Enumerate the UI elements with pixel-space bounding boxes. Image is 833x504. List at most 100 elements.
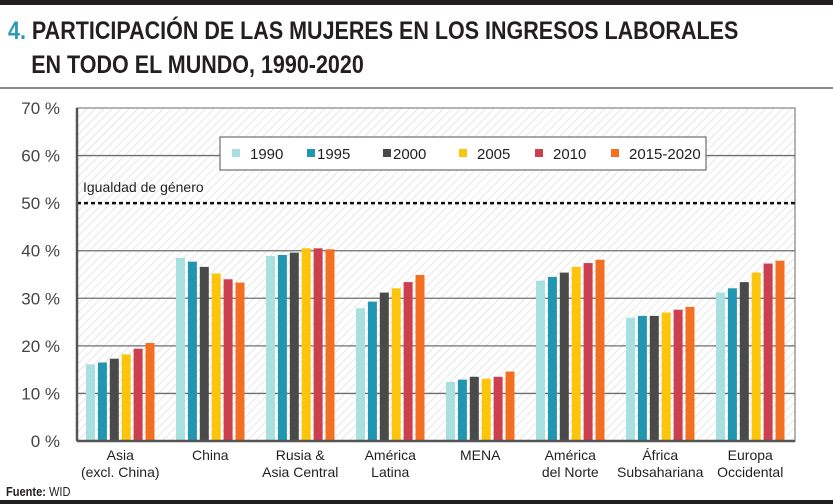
bar-2010-5	[583, 263, 593, 441]
y-tick-label: 70 %	[21, 99, 60, 118]
bar-1990-3	[356, 308, 365, 441]
bar-1995-3	[367, 301, 377, 441]
legend-swatch-2015-2020	[611, 149, 619, 157]
bar-2005-3	[391, 288, 401, 441]
x-tick-label: América del Norte	[542, 447, 599, 480]
x-tick-label-line: (excl. China)	[81, 464, 160, 480]
source-note: Fuente: WID	[6, 484, 70, 499]
bar-2010-0	[133, 348, 143, 441]
y-tick-label: 20 %	[21, 337, 60, 356]
gender-equality-label: Igualdad de género	[83, 179, 204, 195]
bar-2010-4	[493, 376, 503, 441]
legend-label-2015-2020: 2015-2020	[629, 146, 701, 163]
x-tick-label: MENA	[460, 447, 501, 463]
bar-2000-1	[199, 266, 209, 441]
y-tick-label: 40 %	[21, 242, 60, 261]
y-tick-label: 30 %	[21, 289, 60, 308]
bar-2000-7	[739, 282, 749, 441]
chart-number: 4.	[8, 17, 26, 45]
bar-2010-6	[673, 309, 683, 441]
bar-2005-1	[211, 273, 221, 441]
legend-label-1990: 1990	[250, 146, 283, 163]
bar-2005-5	[571, 266, 581, 441]
bar-2005-2	[301, 248, 311, 441]
x-tick-label-line: Asia	[107, 447, 134, 463]
y-tick-label: 0 %	[31, 432, 60, 451]
x-tick-label: África Subsahariana	[617, 447, 704, 480]
bar-2010-1	[223, 279, 233, 441]
bar-2015-2020-6	[685, 306, 695, 441]
x-tick-labels: Asia (excl. China) China Rusia & Asia Centra…	[81, 447, 783, 480]
bar-1990-4	[446, 382, 455, 441]
chart-title-line2: EN TODO EL MUNDO, 1990-2020	[31, 51, 364, 79]
x-tick-label-line: Occidental	[717, 464, 783, 480]
bar-1995-4	[457, 379, 467, 441]
bar-1990-5	[536, 280, 545, 441]
x-tick-label-line: China	[192, 447, 229, 463]
bar-2015-2020-3	[415, 274, 425, 441]
x-tick-label-line: del Norte	[542, 464, 599, 480]
y-tick-label: 50 %	[21, 194, 60, 213]
bar-2005-7	[751, 272, 761, 441]
legend-swatch-2005	[459, 149, 467, 157]
x-tick-label-line: Europa	[728, 447, 773, 463]
bar-1990-7	[716, 292, 725, 441]
x-tick-label-line: América	[545, 447, 597, 463]
bar-2000-5	[559, 272, 569, 441]
x-tick-label-line: África	[642, 447, 678, 463]
x-tick-label-line: Asia Central	[262, 464, 338, 480]
x-tick-label-line: América	[365, 447, 417, 463]
legend-swatch-1995	[307, 149, 315, 157]
y-tick-labels: 0 % 10 % 20 % 30 % 40 % 50 % 60 % 70 %	[21, 99, 60, 451]
x-tick-label-line: Rusia &	[276, 447, 326, 463]
bar-2015-2020-1	[235, 282, 245, 441]
bar-2005-4	[481, 378, 491, 441]
legend-swatch-2000	[383, 149, 391, 157]
title-divider	[0, 87, 833, 89]
bar-2015-2020-5	[595, 259, 605, 441]
legend-swatch-1990	[232, 149, 240, 157]
x-tick-label: Rusia & Asia Central	[262, 447, 338, 480]
bottom-bar	[0, 500, 833, 504]
x-tick-label: América Latina	[365, 447, 417, 480]
x-tick-label: China	[192, 447, 229, 463]
x-tick-label: Asia (excl. China)	[81, 447, 160, 480]
bar-2010-2	[313, 248, 323, 441]
bar-2015-2020-4	[505, 371, 515, 441]
bar-2010-3	[403, 282, 413, 441]
bar-1995-0	[97, 362, 107, 441]
bar-2000-3	[379, 292, 389, 441]
axes	[75, 108, 795, 443]
top-bar	[0, 0, 833, 5]
bar-2010-7	[763, 263, 773, 441]
bar-2000-4	[469, 376, 479, 441]
bar-1990-0	[86, 364, 95, 441]
chart-title-line1: PARTICIPACIÓN DE LAS MUJERES EN LOS INGR…	[31, 17, 739, 45]
x-tick-label-line: MENA	[460, 447, 501, 463]
bar-2015-2020-2	[325, 249, 335, 441]
legend-label-2000: 2000	[393, 146, 426, 163]
x-tick-label: Europa Occidental	[717, 447, 783, 480]
bar-1990-2	[266, 255, 275, 441]
legend-label-2005: 2005	[477, 146, 510, 163]
y-tick-label: 60 %	[21, 147, 60, 166]
bar-2000-2	[289, 252, 299, 441]
bar-2005-0	[121, 354, 131, 441]
source-label: Fuente:	[6, 484, 46, 499]
y-tick-label: 10 %	[21, 384, 60, 403]
bar-1995-5	[547, 276, 557, 441]
bar-1995-1	[187, 261, 197, 441]
bar-2015-2020-7	[775, 260, 785, 441]
bars	[86, 248, 785, 441]
x-tick-label-line: Subsahariana	[617, 464, 704, 480]
bar-1990-1	[176, 257, 185, 441]
legend: 1990 1995 2000 2005 2010 2015-2020	[219, 136, 707, 171]
bar-2015-2020-0	[145, 343, 155, 441]
reference-line-group: Igualdad de género	[77, 179, 795, 205]
bar-1995-2	[277, 254, 287, 441]
bar-1995-6	[637, 315, 647, 441]
legend-label-1995: 1995	[317, 146, 350, 163]
bar-1990-6	[626, 317, 635, 441]
bar-2005-6	[661, 312, 671, 441]
